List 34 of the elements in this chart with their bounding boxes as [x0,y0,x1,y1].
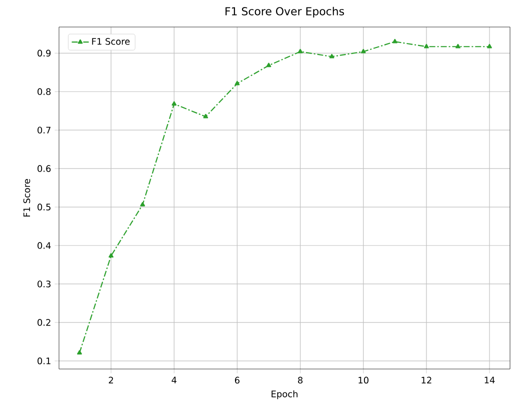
y-tick-label: 0.7 [38,126,50,134]
point [77,350,82,354]
y-tick-label: 0.8 [38,88,51,96]
x-tick-label: 10 [358,376,368,384]
point [266,62,272,68]
point [140,202,146,206]
y-tick-label: 0.6 [38,165,51,172]
point [360,48,366,54]
y-tick-label: 0.3 [38,280,51,288]
y-axis-title: F1 Score [23,179,30,217]
point [298,48,303,54]
point [456,44,460,48]
point [108,253,114,258]
x-tick-label: 12 [422,376,432,384]
point [424,44,429,48]
x-axis-title: Epoch [272,390,298,400]
point [203,114,208,118]
point [329,54,334,58]
chart-title: F1 Score Over Epochs [226,6,344,18]
point [172,101,177,106]
y-tick-label: 0.5 [38,204,50,210]
x-tick-label: 4 [172,376,176,384]
point [392,38,398,44]
point [234,80,240,86]
x-tick-label: 8 [298,376,303,384]
point [487,44,492,48]
x-tick-label: 6 [234,376,240,384]
legend-label: F1 Score [92,38,130,45]
y-tick-label: 0.2 [38,319,50,326]
x-tick-label: 14 [484,376,495,384]
y-tick-label: 0.1 [38,358,50,364]
x-tick-label: 2 [108,376,113,384]
y-tick-label: 0.9 [38,50,51,57]
y-tick-label: 0.4 [38,242,51,249]
